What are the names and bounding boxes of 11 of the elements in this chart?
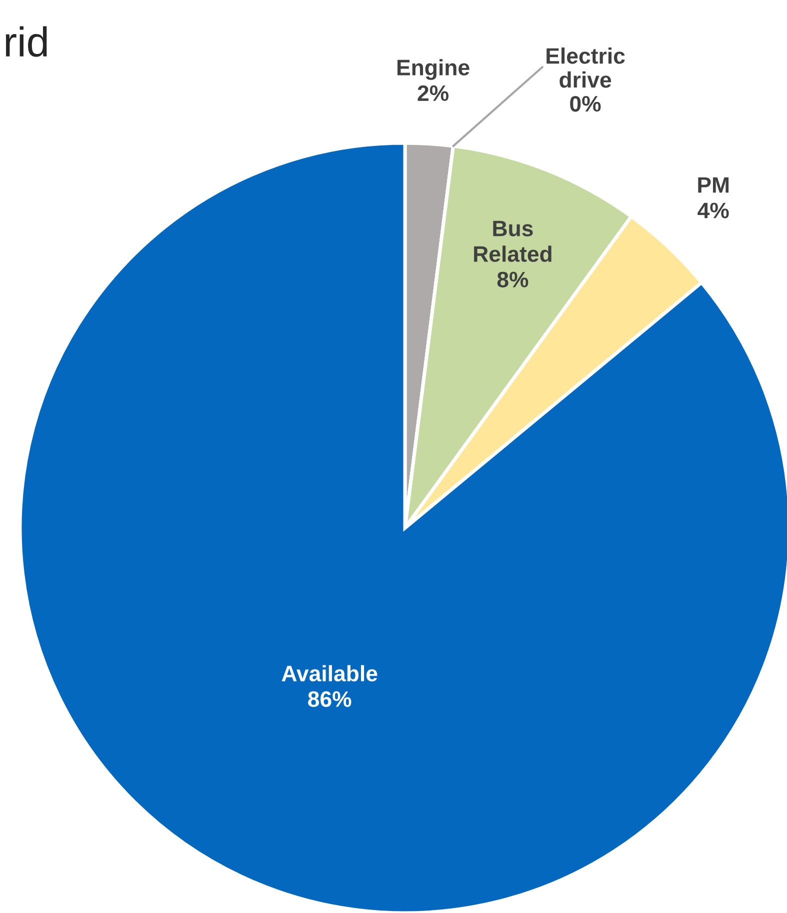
data-label: 8% [497,272,528,288]
slice-label: Bus Related [474,220,552,262]
chart-title: rid [6,26,47,57]
data-label: 4% [698,202,729,218]
category-label: Electric drive [546,48,625,88]
slice-label: Available [282,665,378,682]
data-label: 86% [308,691,352,707]
slice-label: PM [698,177,729,193]
text: 0% [570,96,601,112]
data-label: 2% [418,85,449,102]
slice-label: Engine [397,59,470,80]
